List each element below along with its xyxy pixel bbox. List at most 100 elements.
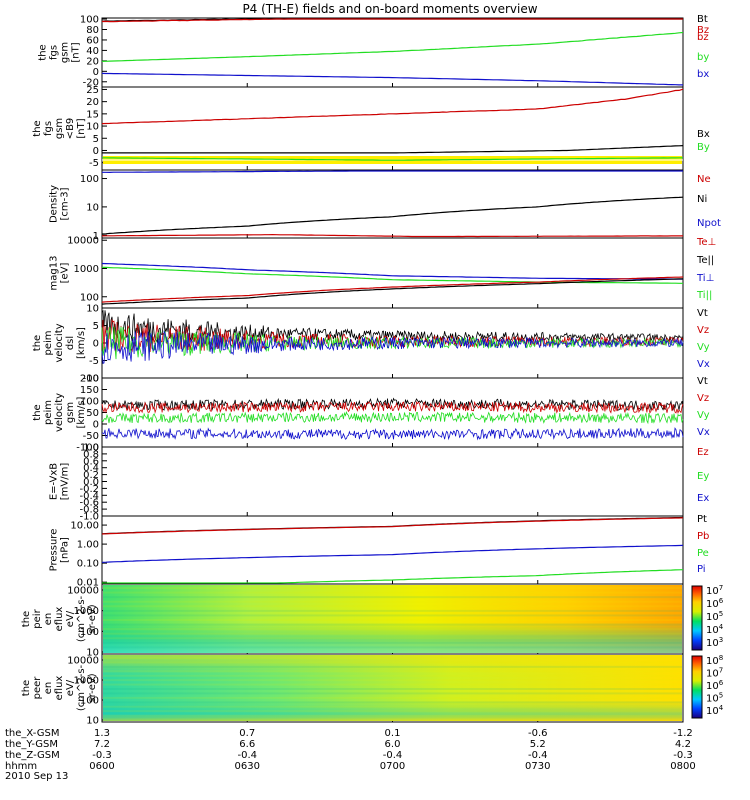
spectrogram-band: [103, 605, 682, 608]
x-axis-annotation: the_X-GSM 1.3 0.7 0.1 -0.6 -1.2 the_Y-GSM 7.2 6.…: [5, 728, 696, 782]
x-axis-row-label: hhmm: [5, 761, 37, 772]
y-tick-label: -20: [83, 77, 99, 88]
y-tick-label: 1000: [74, 606, 99, 617]
spectrogram-band: [103, 637, 682, 640]
legend-entry: Vx: [697, 359, 710, 370]
legend-entry: Pt: [697, 514, 707, 525]
y-axis-label: the: [38, 44, 49, 60]
spectrogram-band: [103, 587, 682, 589]
spectrogram-shading: [103, 655, 682, 721]
legend-entry: Ti||: [696, 290, 712, 301]
legend-entry: bx: [697, 69, 709, 80]
spectrogram-band: [103, 623, 682, 626]
series-line-pi: [101, 544, 684, 563]
legend-entry: Ez: [697, 447, 709, 458]
legend-entry: bz: [697, 32, 709, 43]
legend-entry: Bz: [697, 25, 709, 36]
colorbar-label: 106: [706, 597, 724, 610]
y-tick-label: 0.6: [83, 456, 99, 467]
spectrogram-band: [103, 614, 682, 617]
y-axis-label: en: [43, 682, 54, 695]
legend-entry: Ne: [697, 174, 711, 185]
series-line-vx: [101, 330, 684, 364]
y-tick-label: 15: [86, 109, 99, 120]
x-axis-value: 0600: [89, 761, 114, 772]
spectrogram-band: [103, 619, 682, 621]
spectrogram-band: [103, 596, 682, 599]
legend-entry: Te⊥: [696, 237, 716, 248]
y-tick-label: 60: [86, 35, 99, 46]
y-axis-label: peer: [32, 676, 43, 700]
spectrogram-band: [103, 609, 682, 612]
y-tick-label: 0.01: [77, 578, 99, 589]
spectrogram-band: [103, 628, 682, 631]
spectrogram-band: [103, 657, 682, 659]
y-tick-label: 0.10: [77, 559, 99, 570]
y-axis-label: [eV]: [60, 263, 71, 284]
y-tick-label: 40: [86, 46, 99, 57]
x-axis-row-label: the_Z-GSM: [5, 750, 60, 761]
y-tick-label: 10.00: [70, 521, 99, 532]
y-tick-label: 10000: [67, 656, 99, 667]
y-axis-label: sr-eV): [87, 604, 98, 633]
y-tick-label: 20: [86, 56, 99, 67]
x-axis-value: -0.3: [673, 750, 693, 761]
y-tick-label: -0.6: [79, 498, 99, 509]
colorbar-label: 107: [706, 584, 723, 597]
y-axis-label: E=-VxB: [49, 463, 60, 500]
colorbar-label: 103: [706, 636, 723, 649]
panel-velocity_dsl: 10 5 0 -5 -10 the peim velocity dsl [km/s] Vt Vz Vy V…: [32, 304, 710, 385]
colorbar-label: 105: [706, 692, 723, 705]
y-tick-label: 1000: [74, 676, 99, 687]
series-line-ni: [101, 196, 684, 235]
legend-entry: by: [697, 52, 709, 63]
y-axis-label: the: [32, 335, 43, 351]
y-tick-label: 1.00: [77, 540, 99, 551]
x-axis-value: -0.3: [92, 750, 112, 761]
series-line-te: [101, 276, 684, 303]
y-axis-label: (cm^2-s-: [76, 595, 87, 642]
y-tick-label: -100: [76, 443, 99, 454]
y-axis-label: [nPa]: [60, 537, 71, 563]
spectrogram-band: [103, 661, 682, 664]
y-tick-label: 100: [80, 174, 99, 185]
legend-entry: Vy: [697, 342, 710, 353]
spectrogram-band: [103, 696, 682, 699]
y-axis-label: eV/: [65, 610, 76, 627]
x-axis-value: 0730: [525, 761, 550, 772]
y-axis-label: [cm-3]: [60, 187, 71, 220]
y-axis-label: velocity: [54, 323, 65, 362]
y-axis-label: fgs: [43, 121, 54, 136]
x-axis-value: 1.3: [94, 728, 110, 739]
legend-entry: Vx: [697, 427, 710, 438]
y-axis-label: velocity: [54, 393, 65, 432]
spectrogram-shading: [103, 585, 682, 653]
x-axis-value: -1.2: [673, 728, 693, 739]
y-tick-label: 5: [93, 321, 99, 332]
y-tick-label: 10: [86, 122, 99, 133]
x-axis-value: 6.6: [239, 739, 255, 750]
y-tick-label: 100: [80, 696, 99, 707]
series-line-npot: [102, 170, 683, 174]
legend-entry: Pe: [697, 548, 709, 559]
legend-entry: Ti⊥: [696, 273, 714, 284]
y-tick-label: 100: [80, 15, 99, 26]
y-axis-label: gsm: [54, 118, 65, 139]
x-axis-value: -0.4: [383, 750, 403, 761]
colorbar: [691, 585, 703, 651]
legend-entry: Vz: [697, 325, 709, 336]
legend-entry: Bx: [697, 129, 710, 140]
series-line-bx: [102, 145, 684, 154]
y-axis-label: peir: [32, 608, 43, 628]
legend-entry: Pi: [697, 564, 706, 575]
x-axis-value: 0630: [235, 761, 260, 772]
spectrogram-band: [103, 641, 682, 644]
series-line-ti: [102, 266, 683, 284]
legend-entry: Te||: [696, 255, 714, 266]
x-axis-value: 6.0: [385, 739, 401, 750]
spectrogram-band: [103, 632, 682, 635]
y-axis-label: [nT]: [71, 42, 82, 62]
x-axis-value: -0.4: [237, 750, 257, 761]
y-tick-label: 10: [86, 716, 99, 727]
y-tick-label: 50: [86, 408, 99, 419]
